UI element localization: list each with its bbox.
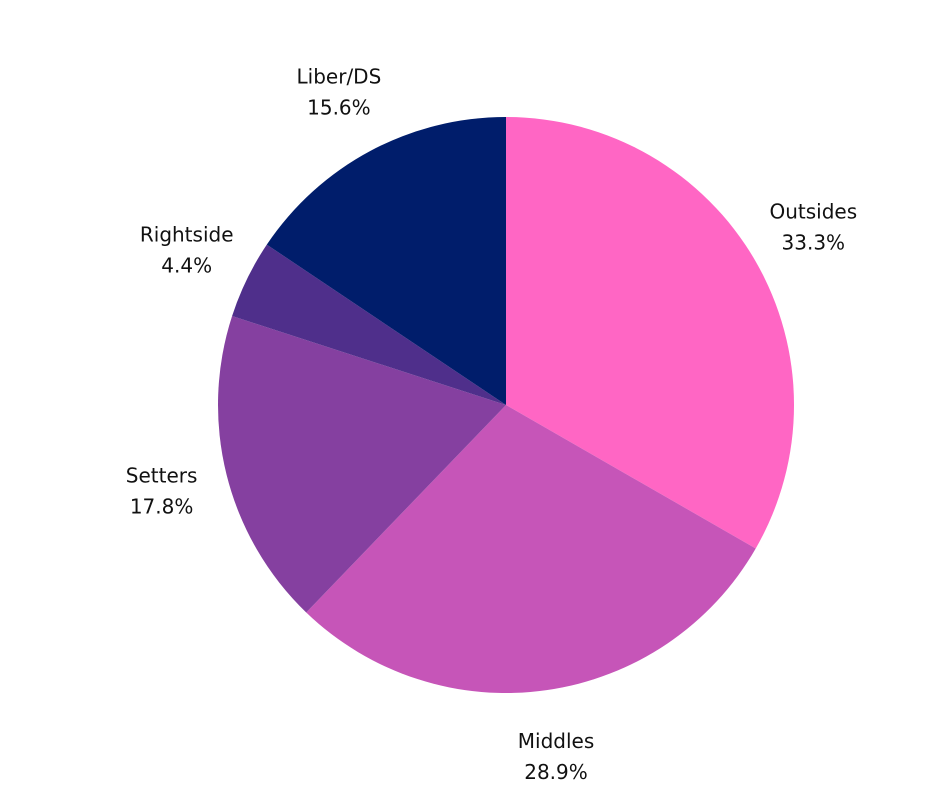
slice-label: Middles 28.9%: [518, 729, 594, 784]
slice-label: Outsides 33.3%: [769, 200, 857, 255]
pie-slice-middles: [306, 405, 756, 694]
slice-label: Liber/DS 15.6%: [297, 64, 382, 119]
slice-category-label: Rightside: [140, 222, 234, 246]
slice-percent-label: 17.8%: [130, 495, 194, 519]
slice-category-label: Setters: [126, 464, 198, 488]
pie-slices: [218, 117, 795, 694]
slice-percent-label: 28.9%: [524, 760, 588, 784]
slice-category-label: Outsides: [769, 200, 857, 224]
slice-label: Rightside 4.4%: [140, 222, 234, 277]
pie-slice-rightside: [232, 244, 506, 405]
pie-slice-outsides: [506, 117, 795, 549]
slice-percent-label: 15.6%: [307, 95, 371, 119]
slice-category-label: Liber/DS: [297, 64, 382, 88]
pie-slice-setters: [218, 316, 506, 613]
slice-percent-label: 4.4%: [161, 253, 212, 277]
pie-slice-liber-ds: [266, 117, 506, 405]
slice-label: Setters 17.8%: [126, 464, 198, 519]
pie-labels: Outsides 33.3% Middles 28.9% Setters 17.8% Rig…: [126, 64, 857, 784]
slice-category-label: Middles: [518, 729, 594, 753]
slice-percent-label: 33.3%: [782, 231, 846, 255]
